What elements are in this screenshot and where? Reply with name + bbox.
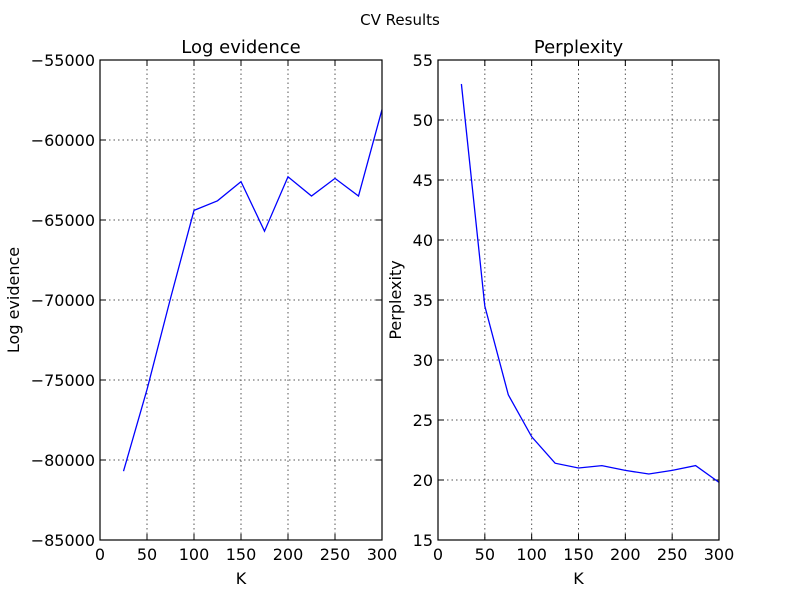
perplexity-xtick-label: 50 [475,545,495,564]
perplexity-xlabel: K [573,569,584,588]
perplexity-ytick-label: 45 [413,171,433,190]
log-evidence-xlabel: K [236,569,247,588]
perplexity-xtick-label: 0 [433,545,443,564]
perplexity-ytick-label: 35 [413,291,433,310]
figure-suptitle: CV Results [360,11,440,29]
log-evidence-xtick-label: 100 [179,545,210,564]
perplexity-ytick-label: 20 [413,471,433,490]
perplexity-xtick-label: 250 [657,545,688,564]
log-evidence-xtick-label: 0 [95,545,105,564]
perplexity-plot: Perplexity K Perplexity 0 50 100 150 200 250 3… [386,37,734,588]
log-evidence-xtick-label: 250 [320,545,351,564]
log-evidence-xtick-label: 50 [137,545,157,564]
log-evidence-xtick-label: 300 [367,545,398,564]
perplexity-ytick-label: 15 [413,531,433,550]
log-evidence-ytick-label: −85000 [31,531,95,550]
log-evidence-xtick-label: 200 [273,545,304,564]
log-evidence-ytick-label: −70000 [31,291,95,310]
perplexity-xtick-label: 200 [610,545,641,564]
perplexity-xtick-label: 100 [516,545,547,564]
log-evidence-ytick-label: −80000 [31,451,95,470]
log-evidence-plot: Log evidence K Log evidence 0 50 100 150 200… [4,37,397,588]
perplexity-ytick-label: 55 [413,51,433,70]
perplexity-xtick-label: 300 [704,545,735,564]
perplexity-ytick-label: 40 [413,231,433,250]
perplexity-ylabel: Perplexity [386,260,405,339]
log-evidence-title: Log evidence [181,37,300,58]
log-evidence-axes-frame [99,59,383,541]
log-evidence-ytick-label: −75000 [31,371,95,390]
log-evidence-series-line [122,109,383,472]
perplexity-title: Perplexity [534,37,624,58]
perplexity-series-line [460,83,720,483]
perplexity-ytick-label: 30 [413,351,433,370]
perplexity-ytick-label: 50 [413,111,433,130]
perplexity-axes-frame [437,59,720,541]
log-evidence-ytick-label: −55000 [31,51,95,70]
perplexity-ytick-label: 25 [413,411,433,430]
log-evidence-xtick-label: 150 [226,545,257,564]
perplexity-xtick-label: 150 [563,545,594,564]
log-evidence-ytick-label: −60000 [31,131,95,150]
log-evidence-ylabel: Log evidence [4,247,23,353]
log-evidence-ytick-label: −65000 [31,211,95,230]
